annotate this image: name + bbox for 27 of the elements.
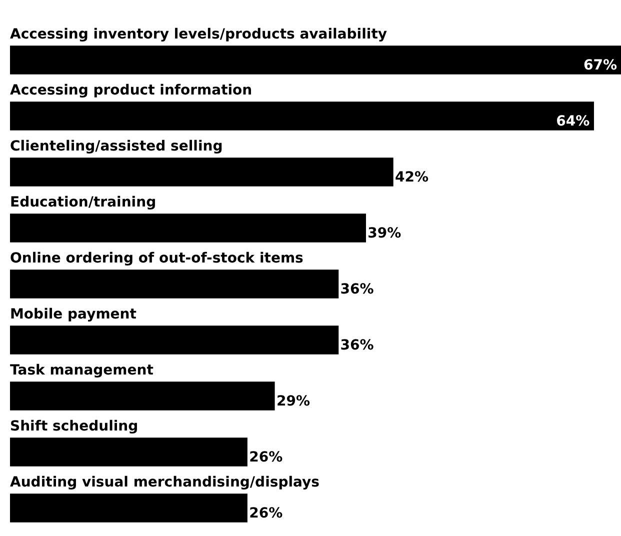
bar [10,382,275,410]
y-tick-label: Education/training [10,194,156,211]
y-tick-label: Accessing product information [10,82,252,99]
y-tick-label: Mobile payment [10,306,137,323]
bar [10,438,248,466]
bar [10,102,594,130]
bar [10,494,248,522]
y-tick-label: Shift scheduling [10,418,138,435]
data-label: 67% [583,58,617,74]
data-label: 26% [249,450,283,466]
bar [10,214,366,242]
bar [10,326,339,354]
data-label: 64% [556,114,590,130]
data-label: 29% [276,394,310,410]
y-tick-label: Clienteling/assisted selling [10,138,223,155]
data-label: 36% [340,338,374,354]
y-tick-label: Auditing visual merchandising/displays [10,474,320,491]
data-label: 39% [368,226,402,242]
bar [10,46,621,74]
y-tick-label: Online ordering of out-of-stock items [10,250,304,267]
data-label: 42% [395,170,429,186]
y-tick-label: Accessing inventory levels/products availability [10,26,388,43]
bar [10,158,394,186]
bar [10,270,339,298]
y-tick-label: Task management [10,362,154,379]
data-label: 36% [340,282,374,298]
data-label: 26% [249,506,283,522]
